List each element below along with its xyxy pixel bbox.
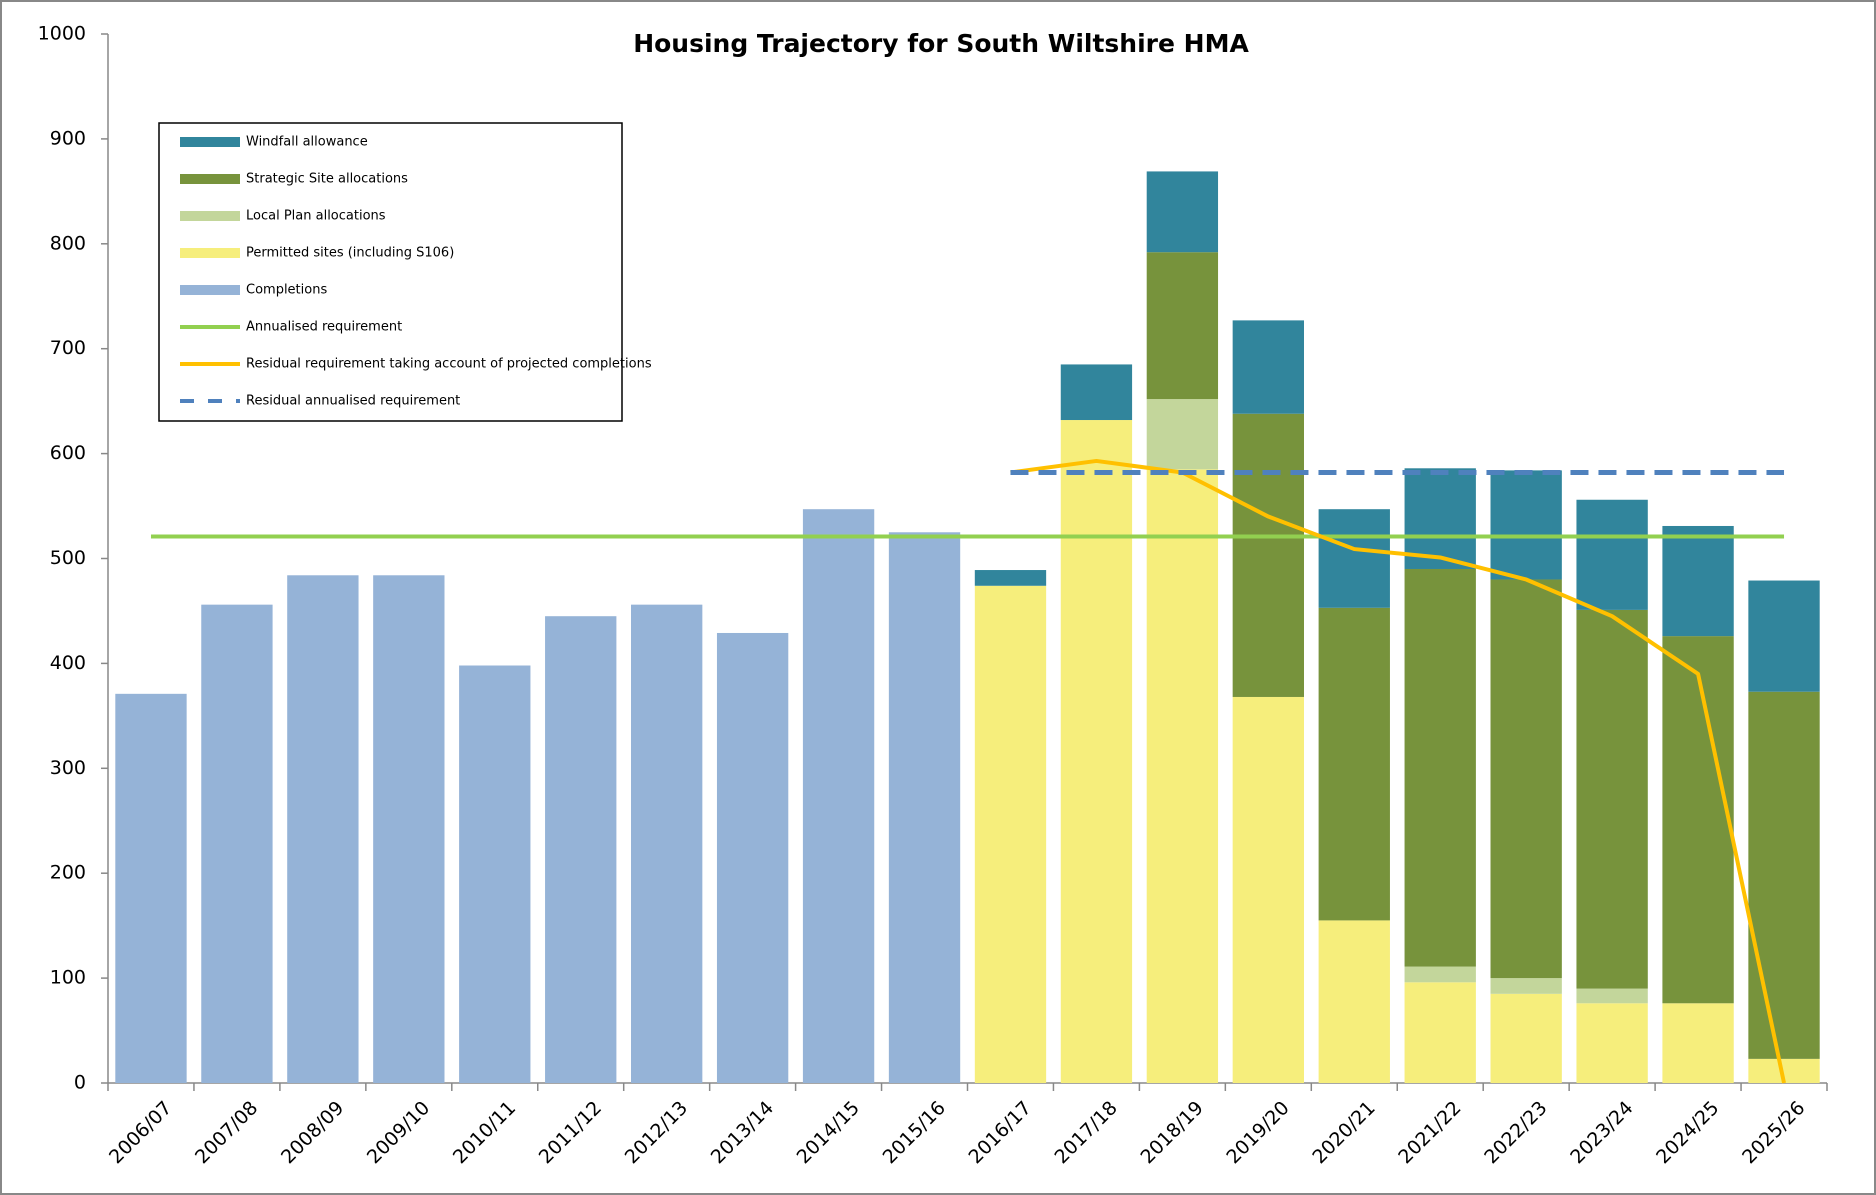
bar-segment bbox=[1490, 993, 1562, 1083]
bar-segment bbox=[716, 632, 789, 1083]
bar-segment bbox=[1576, 1003, 1648, 1083]
bar-segment bbox=[1490, 470, 1562, 580]
y-tick-label: 900 bbox=[50, 127, 86, 149]
bar-segment bbox=[1662, 1003, 1734, 1083]
bar-segment bbox=[1060, 364, 1133, 421]
bar-segment bbox=[1748, 580, 1820, 692]
bar-segment bbox=[201, 604, 273, 1083]
y-tick-label: 700 bbox=[50, 337, 86, 359]
bar-segment bbox=[287, 575, 359, 1083]
y-tick-label: 200 bbox=[50, 862, 86, 884]
legend-swatch bbox=[180, 137, 240, 147]
legend-label: Local Plan allocations bbox=[246, 209, 386, 224]
y-tick-label: 500 bbox=[50, 547, 86, 569]
bar-segment bbox=[1490, 579, 1562, 979]
bar-segment bbox=[1318, 509, 1390, 608]
bar-segment bbox=[1404, 966, 1476, 983]
bar-segment bbox=[1232, 413, 1304, 697]
bar-segment bbox=[1146, 399, 1219, 470]
legend-label: Residual annualised requirement bbox=[246, 394, 460, 409]
bar-segment bbox=[802, 509, 875, 1083]
bar-segment bbox=[888, 532, 961, 1083]
bar-segment bbox=[631, 604, 703, 1083]
bar-segment bbox=[974, 570, 1047, 586]
y-tick-label: 400 bbox=[50, 652, 86, 674]
legend-label: Strategic Site allocations bbox=[246, 172, 408, 187]
bar-segment bbox=[1662, 636, 1734, 1004]
bar-segment bbox=[1404, 568, 1476, 967]
bar-segment bbox=[1232, 696, 1304, 1083]
bar-segment bbox=[1146, 171, 1219, 253]
bar-segment bbox=[1318, 920, 1390, 1083]
bar-segment bbox=[1318, 607, 1390, 921]
bar-segment bbox=[1490, 978, 1562, 994]
bar-segment bbox=[1146, 252, 1219, 400]
y-tick-label: 300 bbox=[50, 757, 86, 779]
bar-segment bbox=[1576, 609, 1648, 989]
y-tick-label: 1000 bbox=[38, 23, 86, 45]
legend-swatch bbox=[180, 285, 240, 295]
y-tick-label: 0 bbox=[74, 1072, 86, 1094]
bar-segment bbox=[1748, 691, 1820, 1059]
bar-segment bbox=[1404, 982, 1476, 1083]
bar-segment bbox=[459, 665, 531, 1083]
chart-title: Housing Trajectory for South Wiltshire H… bbox=[633, 29, 1249, 58]
legend-box bbox=[158, 122, 623, 422]
legend-label: Residual requirement taking account of p… bbox=[246, 357, 652, 372]
bar-segment bbox=[1662, 525, 1734, 637]
y-tick-label: 100 bbox=[50, 967, 86, 989]
bar-segment bbox=[373, 575, 445, 1083]
bar-segment bbox=[545, 616, 617, 1083]
bar-segment bbox=[1232, 320, 1304, 414]
bar-segment bbox=[1146, 469, 1219, 1084]
legend-label: Permitted sites (including S106) bbox=[246, 246, 454, 261]
bar-segment bbox=[1060, 420, 1133, 1084]
bar-segment bbox=[115, 693, 187, 1083]
legend-label: Windfall allowance bbox=[246, 135, 368, 150]
y-tick-label: 600 bbox=[50, 442, 86, 464]
line-series bbox=[1010, 458, 1786, 1084]
bar-segment bbox=[1576, 988, 1648, 1004]
legend-swatch bbox=[180, 174, 240, 184]
y-tick-label: 800 bbox=[50, 232, 86, 254]
bar-segment bbox=[974, 585, 1047, 1083]
legend-swatch bbox=[180, 248, 240, 258]
bar-segment bbox=[1576, 499, 1648, 610]
bar-segment bbox=[1404, 468, 1476, 569]
legend-swatch bbox=[180, 211, 240, 221]
legend-label: Completions bbox=[246, 283, 327, 298]
legend-label: Annualised requirement bbox=[246, 320, 402, 335]
